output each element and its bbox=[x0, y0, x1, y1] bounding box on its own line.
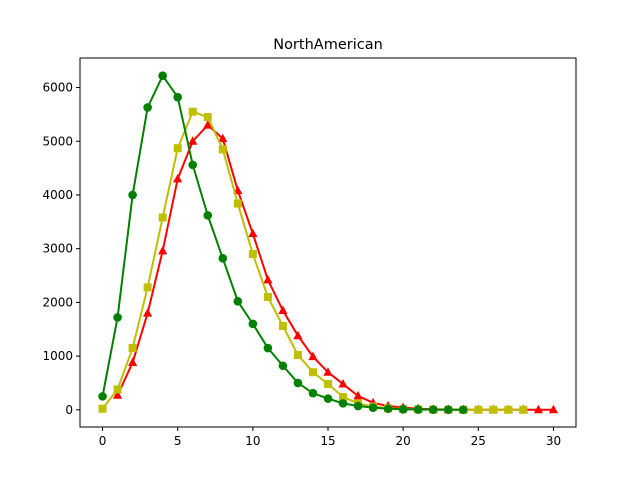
data-point bbox=[383, 404, 393, 414]
data-point bbox=[263, 293, 272, 302]
data-point bbox=[489, 405, 498, 414]
data-point bbox=[458, 405, 468, 415]
y-tick-label: 2000 bbox=[42, 295, 73, 309]
data-point bbox=[293, 351, 302, 360]
data-point bbox=[353, 401, 363, 411]
data-point bbox=[324, 380, 332, 389]
data-point bbox=[308, 388, 318, 398]
data-point bbox=[113, 313, 122, 322]
data-point bbox=[218, 254, 228, 263]
data-point bbox=[188, 107, 197, 116]
data-point bbox=[323, 394, 333, 403]
data-point bbox=[533, 404, 544, 414]
data-point bbox=[293, 330, 303, 340]
data-point bbox=[293, 378, 303, 388]
data-point bbox=[128, 344, 137, 353]
x-tick-label: 20 bbox=[396, 434, 411, 448]
series-3 bbox=[98, 71, 468, 415]
data-point bbox=[173, 144, 182, 153]
y-tick-label: 4000 bbox=[42, 188, 73, 202]
y-tick-label: 3000 bbox=[42, 242, 73, 256]
data-point bbox=[128, 357, 138, 367]
data-point bbox=[188, 160, 198, 170]
data-point bbox=[203, 211, 213, 220]
data-point bbox=[308, 351, 318, 361]
series-layer bbox=[98, 71, 559, 415]
data-point bbox=[248, 250, 257, 259]
data-point bbox=[278, 361, 288, 371]
data-point bbox=[173, 173, 183, 183]
y-tick-label: 1000 bbox=[42, 349, 73, 363]
x-axis: 0 5 10 15 20 25 30 bbox=[99, 427, 561, 448]
data-point bbox=[323, 367, 333, 376]
y-axis: 0 1000 2000 3000 4000 5000 6000 bbox=[42, 81, 80, 417]
x-tick-label: 0 bbox=[99, 434, 107, 448]
data-point bbox=[428, 405, 438, 414]
data-point bbox=[143, 103, 152, 112]
data-point bbox=[128, 190, 137, 200]
data-point bbox=[233, 199, 242, 208]
y-tick-label: 5000 bbox=[42, 134, 73, 148]
data-point bbox=[218, 133, 228, 143]
data-point bbox=[218, 145, 227, 154]
y-tick-label: 6000 bbox=[42, 81, 73, 95]
data-point bbox=[443, 405, 453, 415]
data-point bbox=[504, 405, 513, 414]
data-point bbox=[353, 390, 363, 400]
data-point bbox=[158, 71, 167, 81]
data-point bbox=[248, 319, 258, 329]
data-point bbox=[143, 308, 153, 317]
x-tick-label: 5 bbox=[174, 434, 182, 448]
x-tick-label: 25 bbox=[471, 434, 486, 448]
data-point bbox=[338, 379, 348, 388]
data-point bbox=[173, 92, 182, 102]
data-point bbox=[338, 399, 348, 408]
data-point bbox=[263, 274, 273, 284]
data-point bbox=[248, 228, 258, 238]
data-point bbox=[158, 245, 168, 255]
data-point bbox=[112, 390, 123, 399]
data-point bbox=[98, 392, 107, 401]
data-point bbox=[278, 305, 288, 314]
data-point bbox=[188, 136, 198, 145]
y-tick-label: 0 bbox=[65, 403, 73, 417]
data-point bbox=[233, 297, 243, 306]
data-point bbox=[368, 403, 378, 412]
data-point bbox=[143, 283, 152, 292]
data-point bbox=[203, 120, 213, 129]
plot-frame bbox=[79, 57, 577, 428]
data-point bbox=[263, 343, 273, 353]
x-tick-label: 10 bbox=[245, 434, 260, 448]
data-point bbox=[398, 404, 408, 414]
data-point bbox=[158, 213, 167, 222]
data-point bbox=[548, 404, 559, 414]
data-point bbox=[413, 405, 423, 414]
data-point bbox=[278, 322, 287, 331]
data-point bbox=[113, 385, 122, 394]
data-point bbox=[339, 392, 348, 401]
data-point bbox=[203, 113, 212, 122]
x-tick-label: 30 bbox=[546, 434, 561, 448]
data-point bbox=[474, 405, 483, 414]
data-point bbox=[308, 368, 317, 377]
data-point bbox=[519, 405, 528, 414]
data-point bbox=[98, 404, 107, 413]
x-tick-label: 15 bbox=[320, 434, 335, 448]
chart-title: NorthAmerican bbox=[273, 37, 383, 53]
